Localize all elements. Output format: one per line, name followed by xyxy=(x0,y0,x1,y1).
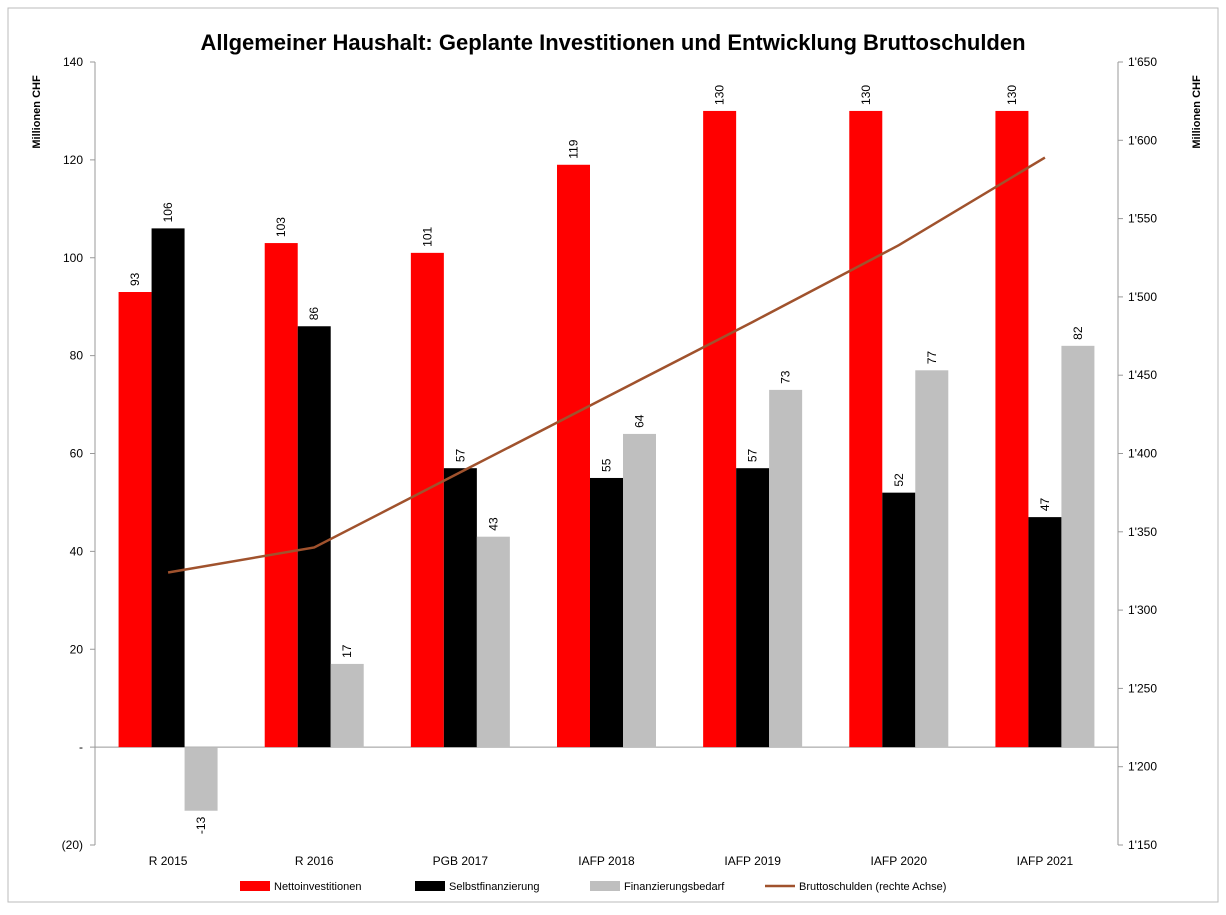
y-tick-label: 40 xyxy=(70,544,84,558)
bar xyxy=(476,536,510,748)
bar xyxy=(915,370,949,748)
y-tick-label: 60 xyxy=(70,447,84,461)
data-label: 55 xyxy=(600,458,614,472)
data-label: 106 xyxy=(161,202,175,222)
legend-label: Selbstfinanzierung xyxy=(449,881,540,893)
data-label: 103 xyxy=(274,217,288,237)
y-tick-label: 100 xyxy=(63,251,83,265)
data-label: 47 xyxy=(1038,497,1052,511)
bar xyxy=(769,389,803,748)
y2-tick-label: 1'200 xyxy=(1128,760,1157,774)
data-label: 130 xyxy=(1005,85,1019,105)
x-tick-label: IAFP 2020 xyxy=(871,854,928,868)
y-tick-label: 80 xyxy=(70,349,84,363)
y2-tick-label: 1'150 xyxy=(1128,838,1157,852)
y2-tick-label: 1'450 xyxy=(1128,368,1157,382)
bar xyxy=(703,110,737,748)
x-tick-label: IAFP 2018 xyxy=(578,854,635,868)
data-label: 17 xyxy=(340,644,354,658)
data-label: 57 xyxy=(746,449,760,463)
bar xyxy=(557,164,590,748)
data-label: 86 xyxy=(307,307,321,321)
y2-tick-label: 1'600 xyxy=(1128,133,1157,147)
x-tick-label: IAFP 2021 xyxy=(1017,854,1074,868)
y2-tick-label: 1'550 xyxy=(1128,212,1157,226)
y2-tick-label: 1'350 xyxy=(1128,525,1157,539)
data-label: 93 xyxy=(128,272,142,286)
line xyxy=(167,156,1046,574)
data-label: 64 xyxy=(633,414,647,428)
bar xyxy=(849,110,883,748)
legend-label: Finanzierungsbedarf xyxy=(624,881,725,893)
y2-tick-label: 1'650 xyxy=(1128,55,1157,69)
legend-label: Bruttoschulden (rechte Achse) xyxy=(799,881,946,893)
bar xyxy=(443,468,477,748)
data-label: 82 xyxy=(1071,326,1085,340)
y-tick-label: 20 xyxy=(70,642,84,656)
data-label: 57 xyxy=(453,449,467,463)
y2-tick-label: 1'500 xyxy=(1128,290,1157,304)
y-tick-label: 140 xyxy=(63,55,83,69)
x-tick-label: R 2016 xyxy=(295,854,334,868)
y-tick-label: 120 xyxy=(63,153,83,167)
bar xyxy=(995,110,1029,748)
y2-tick-label: 1'250 xyxy=(1128,681,1157,695)
data-label: 43 xyxy=(486,517,500,531)
bar xyxy=(151,228,185,748)
bar xyxy=(410,252,444,748)
data-label: 130 xyxy=(713,85,727,105)
bar xyxy=(736,468,770,748)
bar xyxy=(590,477,623,748)
bar xyxy=(184,747,218,811)
bar xyxy=(1028,517,1062,748)
x-tick-label: PGB 2017 xyxy=(433,854,489,868)
chart-title: Allgemeiner Haushalt: Geplante Investiti… xyxy=(200,30,1025,55)
data-label: 77 xyxy=(925,351,939,365)
y2-tick-label: 1'300 xyxy=(1128,603,1157,617)
y-axis-label: Millionen CHF xyxy=(31,75,43,149)
y2-axis-label: Millionen CHF xyxy=(1191,75,1203,149)
data-label: 101 xyxy=(420,227,434,247)
data-label: 73 xyxy=(779,370,793,384)
y-tick-label: - xyxy=(79,740,83,754)
bar xyxy=(1061,345,1095,748)
data-label: 130 xyxy=(859,85,873,105)
legend-label: Nettoinvestitionen xyxy=(274,881,361,893)
bar xyxy=(118,292,152,748)
y-tick-label: (20) xyxy=(62,838,83,852)
data-label: 52 xyxy=(892,473,906,487)
legend-swatch xyxy=(590,881,620,891)
x-tick-label: R 2015 xyxy=(149,854,188,868)
bar xyxy=(882,492,916,748)
x-tick-label: IAFP 2019 xyxy=(724,854,781,868)
legend-swatch xyxy=(415,881,445,891)
data-label: -13 xyxy=(194,816,208,834)
legend-swatch xyxy=(240,881,270,891)
data-label: 119 xyxy=(567,139,581,158)
y2-tick-label: 1'400 xyxy=(1128,447,1157,461)
bar xyxy=(264,243,298,748)
bar xyxy=(330,663,364,748)
bar xyxy=(297,326,331,748)
bar xyxy=(623,433,656,748)
